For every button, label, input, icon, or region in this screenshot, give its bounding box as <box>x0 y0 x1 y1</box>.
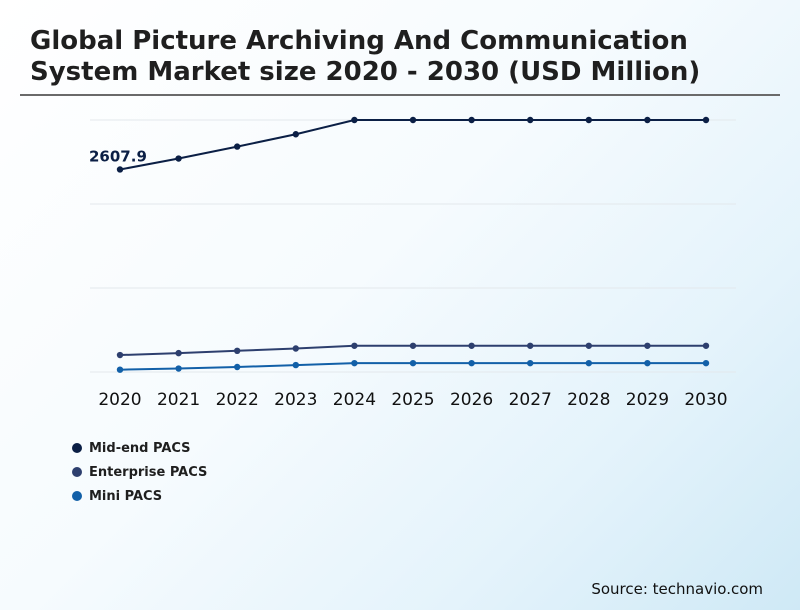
data-point-1-3 <box>292 345 299 352</box>
data-point-0-1 <box>175 155 182 162</box>
legend-label: Mid-end PACS <box>89 440 191 456</box>
data-point-0-6 <box>468 116 475 124</box>
x-tick-label: 2024 <box>333 390 376 410</box>
data-point-1-2 <box>234 347 241 355</box>
data-point-1-9 <box>644 342 651 349</box>
data-point-0-2 <box>234 143 241 150</box>
data-point-1-1 <box>175 349 182 357</box>
legend-item: Mini PACS <box>72 484 207 508</box>
x-tick-label: 2028 <box>567 390 610 410</box>
data-point-0-4 <box>351 116 358 124</box>
series-lines <box>119 119 706 371</box>
data-point-2-1 <box>175 365 182 372</box>
data-point-1-5 <box>409 342 417 349</box>
legend-label: Mini PACS <box>89 488 163 504</box>
data-point-1-0 <box>116 351 124 359</box>
series-line-0 <box>119 119 706 171</box>
data-point-2-3 <box>292 361 299 369</box>
chart-title: Global Picture Archiving And Communicati… <box>30 26 701 87</box>
data-point-2-7 <box>527 359 534 367</box>
series-points <box>116 116 710 373</box>
data-point-0-5 <box>409 116 417 124</box>
data-point-2-0 <box>116 366 124 373</box>
x-tick-label: 2030 <box>684 390 727 410</box>
legend-label: Enterprise PACS <box>89 464 208 480</box>
data-point-0-7 <box>527 116 534 124</box>
legend: Mid-end PACS Enterprise PACS Mini PACS <box>72 436 207 508</box>
data-label: 2607.9 <box>89 147 147 165</box>
data-point-2-6 <box>468 359 475 367</box>
x-tick-label: 2021 <box>157 390 200 410</box>
data-point-1-8 <box>585 342 592 349</box>
x-axis-tick-labels: 2020 2021 2022 2023 2024 2025 2026 2027 2028 2029… <box>98 390 727 410</box>
data-point-0-0 <box>116 166 124 173</box>
data-point-2-2 <box>234 363 241 371</box>
title-divider <box>20 94 780 96</box>
x-tick-label: 2025 <box>391 390 434 410</box>
data-point-1-6 <box>468 342 475 349</box>
data-point-0-8 <box>585 116 592 124</box>
legend-item: Enterprise PACS <box>72 460 207 484</box>
x-tick-label: 2029 <box>626 390 669 410</box>
data-point-0-10 <box>702 116 710 124</box>
x-tick-label: 2027 <box>509 390 552 410</box>
data-point-2-9 <box>644 359 651 367</box>
x-tick-label: 2026 <box>450 390 493 410</box>
data-point-2-10 <box>702 359 710 367</box>
data-point-2-8 <box>585 359 592 367</box>
x-tick-label: 2023 <box>274 390 317 410</box>
legend-marker <box>72 467 82 477</box>
data-point-0-3 <box>292 131 299 138</box>
data-point-0-9 <box>644 116 651 124</box>
data-point-1-7 <box>527 342 534 349</box>
legend-marker <box>72 443 82 453</box>
data-point-2-4 <box>351 359 358 367</box>
legend-item: Mid-end PACS <box>72 436 207 460</box>
x-tick-label: 2020 <box>98 390 141 410</box>
data-point-2-5 <box>409 359 417 367</box>
source-note: Source: technavio.com <box>591 580 763 598</box>
legend-marker <box>72 491 82 501</box>
x-tick-label: 2022 <box>216 390 259 410</box>
data-point-1-10 <box>702 342 710 349</box>
annotations: 2607.9 <box>89 147 147 165</box>
data-point-1-4 <box>351 342 358 349</box>
